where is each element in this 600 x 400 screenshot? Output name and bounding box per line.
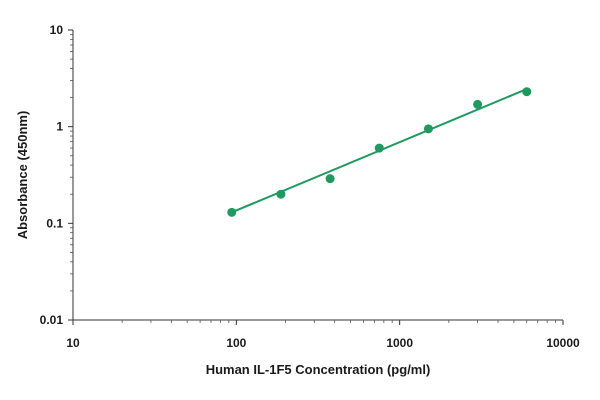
y-ticks: 0.01 0.1 1 10 (40, 23, 73, 327)
data-point (325, 174, 335, 184)
y-tick-label: 10 (50, 23, 64, 37)
data-point (374, 143, 384, 153)
x-tick-label: 1000 (386, 336, 413, 350)
y-tick-label: 1 (56, 120, 63, 134)
x-ticks: 10 100 1000 10000 (66, 320, 580, 350)
y-tick-label: 0.1 (46, 216, 63, 230)
data-point (276, 189, 286, 199)
x-tick-label: 10 (66, 336, 80, 350)
x-tick-label: 10000 (546, 336, 580, 350)
x-tick-label: 100 (226, 336, 246, 350)
x-axis-title: Human IL-1F5 Concentration (pg/ml) (206, 362, 431, 377)
y-tick-label: 0.01 (40, 313, 64, 327)
data-points (227, 87, 532, 217)
data-point (423, 124, 433, 134)
plot-area (72, 30, 563, 321)
y-axis-title: Absorbance (450nm) (15, 111, 30, 240)
data-point (522, 87, 532, 97)
data-point (473, 99, 483, 109)
data-point (227, 207, 237, 217)
